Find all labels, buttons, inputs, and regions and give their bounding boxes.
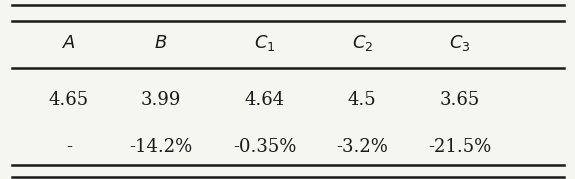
Text: -21.5%: -21.5% [428, 138, 492, 156]
Text: $\mathit{C}_3$: $\mathit{C}_3$ [449, 33, 471, 53]
Text: 4.65: 4.65 [49, 91, 89, 109]
Text: 3.99: 3.99 [141, 91, 181, 109]
Text: 3.65: 3.65 [440, 91, 480, 109]
Text: 4.5: 4.5 [348, 91, 377, 109]
Text: -14.2%: -14.2% [129, 138, 193, 156]
Text: 4.64: 4.64 [244, 91, 285, 109]
Text: -: - [66, 138, 72, 156]
Text: $\mathit{B}$: $\mathit{B}$ [154, 34, 168, 52]
Text: $\mathit{A}$: $\mathit{A}$ [62, 34, 76, 52]
Text: $\mathit{C}_1$: $\mathit{C}_1$ [254, 33, 275, 53]
Text: -3.2%: -3.2% [336, 138, 388, 156]
Text: -0.35%: -0.35% [233, 138, 296, 156]
Text: $\mathit{C}_2$: $\mathit{C}_2$ [351, 33, 373, 53]
